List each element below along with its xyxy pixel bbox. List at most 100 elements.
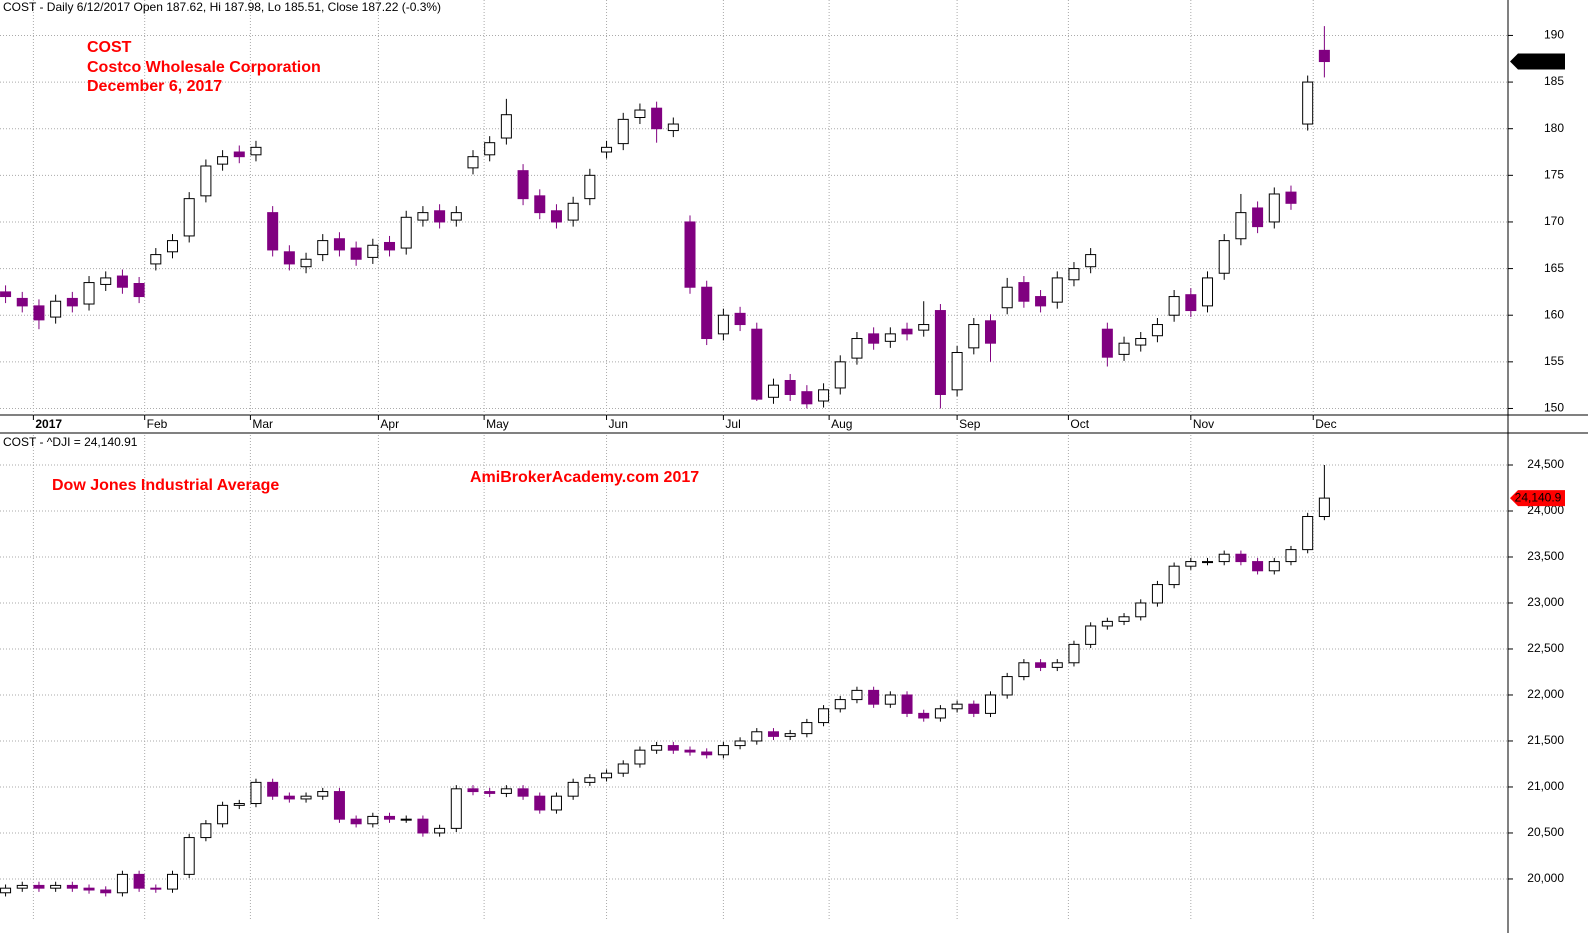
candle-body [317,240,329,256]
y-tick-label: 170 [1544,214,1564,228]
candle-body [417,212,429,221]
candle-body [250,146,262,156]
candle-body [717,745,729,756]
candle-body [450,212,462,221]
candle-body [50,300,62,318]
candle-body [83,887,95,891]
candle-body [534,795,546,811]
candle-body [200,823,212,839]
candle-body [1318,49,1330,63]
candle-body [166,240,179,253]
candle-body [1252,561,1264,572]
candle-body [751,328,763,400]
candle-body [634,109,646,119]
y-tick-label: 23,000 [1527,595,1564,609]
x-tick-label: Aug [831,417,852,431]
candle-body [1001,286,1013,309]
candle-body [567,781,579,797]
candle-body [684,749,696,753]
last-value-tag [1510,53,1565,70]
y-tick-label: 20,000 [1527,871,1564,885]
candle-body [16,297,28,307]
y-tick-label: 20,500 [1527,825,1564,839]
candle-body [1018,282,1030,302]
candle-body [500,788,512,794]
candle-body [1185,294,1197,312]
candle-body [0,887,12,894]
candle-body [984,694,997,714]
candle-body [267,781,279,797]
candle-body [934,310,946,395]
candle-body [350,818,362,825]
candle-body [400,216,412,249]
candle-body [667,123,679,132]
candle-body [1285,549,1297,563]
candle-body [100,277,112,285]
candle-body [1168,296,1180,316]
candle-body [851,338,863,359]
candle-body [601,772,613,779]
candle-body [500,114,512,139]
candle-body [300,795,312,800]
candle-body [1085,625,1097,645]
x-tick-label: 2017 [35,417,62,431]
candle-body [467,156,479,169]
candle-body [350,247,362,260]
candle-body [684,221,696,288]
candle-body [217,804,229,825]
candle-body [50,884,62,889]
candle-body [283,251,295,265]
candle-body [417,818,429,834]
candle-body [1185,561,1197,567]
candle-body [1068,643,1080,664]
candle-body [667,745,679,751]
y-tick-label: 190 [1544,28,1564,42]
last-value-tag [1510,490,1565,507]
candle-body [367,244,379,258]
candle-body [367,815,379,825]
y-tick-label: 160 [1544,307,1564,321]
candle-body [183,198,195,237]
candle-body [868,689,880,705]
candle-body [634,749,646,765]
y-tick-label: 23,500 [1527,549,1564,563]
candle-body [1202,277,1214,307]
candle-body [0,291,12,298]
candle-body [150,254,162,265]
candle-body [1101,620,1113,627]
candle-body [1051,662,1063,668]
candle-body [200,165,212,197]
candle-body [1018,662,1030,678]
y-tick-label: 21,000 [1527,779,1564,793]
candle-body [767,384,779,398]
candle-body [1151,584,1163,604]
x-tick-label: Nov [1193,417,1214,431]
candle-body [183,837,195,875]
candle-body [133,873,145,889]
candle-body [384,241,396,251]
candle-body [550,795,562,811]
candle-body [434,827,446,834]
candle-body [884,694,896,705]
candle-body [1035,662,1047,668]
candle-body [1302,516,1314,551]
candle-body [1268,193,1280,223]
candle-body [66,884,78,889]
candle-body [901,328,913,335]
candle-body [1051,277,1063,303]
candle-body [267,212,279,251]
y-tick-label: 21,500 [1527,733,1564,747]
candle-body [1135,602,1147,618]
candle-body [734,740,746,747]
last-value-label: 24,140.9 [1515,490,1562,504]
chart-header: COST - Daily 6/12/2017 Open 187.62, Hi 1… [3,0,441,14]
candle-body [300,258,312,268]
candle-body [16,884,28,889]
candle-body [934,708,946,719]
chart-header: COST - ^DJI = 24,140.91 [3,435,138,449]
candle-body [734,312,746,326]
candle-body [717,314,729,335]
candle-body [1151,324,1163,337]
annotation: December 6, 2017 [87,78,222,95]
